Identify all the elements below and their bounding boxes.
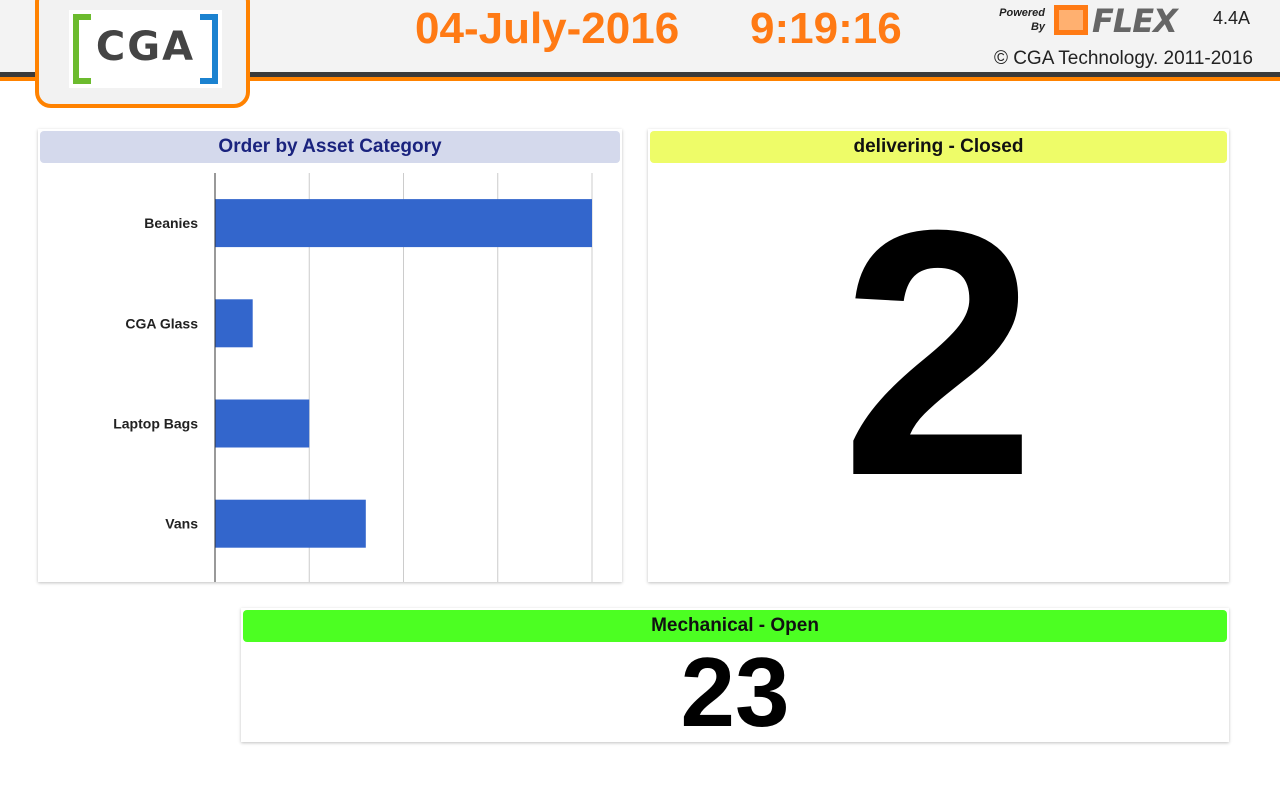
- current-time: 9:19:16: [750, 4, 902, 53]
- current-date: 04-July-2016: [415, 4, 680, 53]
- chart-title: Order by Asset Category: [40, 131, 620, 163]
- cga-logo: CGA: [69, 10, 222, 88]
- logo-container[interactable]: CGA: [35, 0, 250, 108]
- version-label: 4.4A: [1213, 8, 1251, 28]
- bar-laptop-bags: [215, 399, 310, 448]
- delivering-title: delivering - Closed: [650, 131, 1227, 163]
- y-tick-label: Laptop Bags: [113, 416, 198, 432]
- bar-cga-glass: [215, 299, 253, 348]
- mechanical-count: 23: [680, 637, 790, 747]
- mechanical-open-panel[interactable]: Mechanical - Open 23: [241, 608, 1229, 742]
- delivering-closed-panel[interactable]: delivering - Closed 2: [648, 129, 1229, 582]
- copyright: © CGA Technology. 2011-2016: [993, 48, 1253, 69]
- y-tick-label: CGA Glass: [125, 315, 198, 331]
- flex-logo-text: FLEX: [1092, 2, 1178, 40]
- y-tick-label: Vans: [165, 516, 198, 532]
- logo-text: CGA: [95, 24, 196, 70]
- powered-by-label: Powered By: [999, 7, 1045, 33]
- chart-panel: Order by Asset Category 05101520BeaniesC…: [38, 129, 622, 582]
- delivering-count: 2: [841, 158, 1036, 549]
- flex-logo-icon: [1054, 5, 1088, 35]
- logo-bracket-left: [73, 14, 91, 84]
- mechanical-title: Mechanical - Open: [243, 610, 1227, 642]
- bar-beanies: [215, 199, 592, 248]
- logo-bracket-right: [200, 14, 218, 84]
- y-tick-label: Beanies: [144, 215, 198, 231]
- header-accent-line: [0, 77, 1280, 81]
- header-divider: [0, 72, 1280, 77]
- bar-vans: [215, 499, 366, 548]
